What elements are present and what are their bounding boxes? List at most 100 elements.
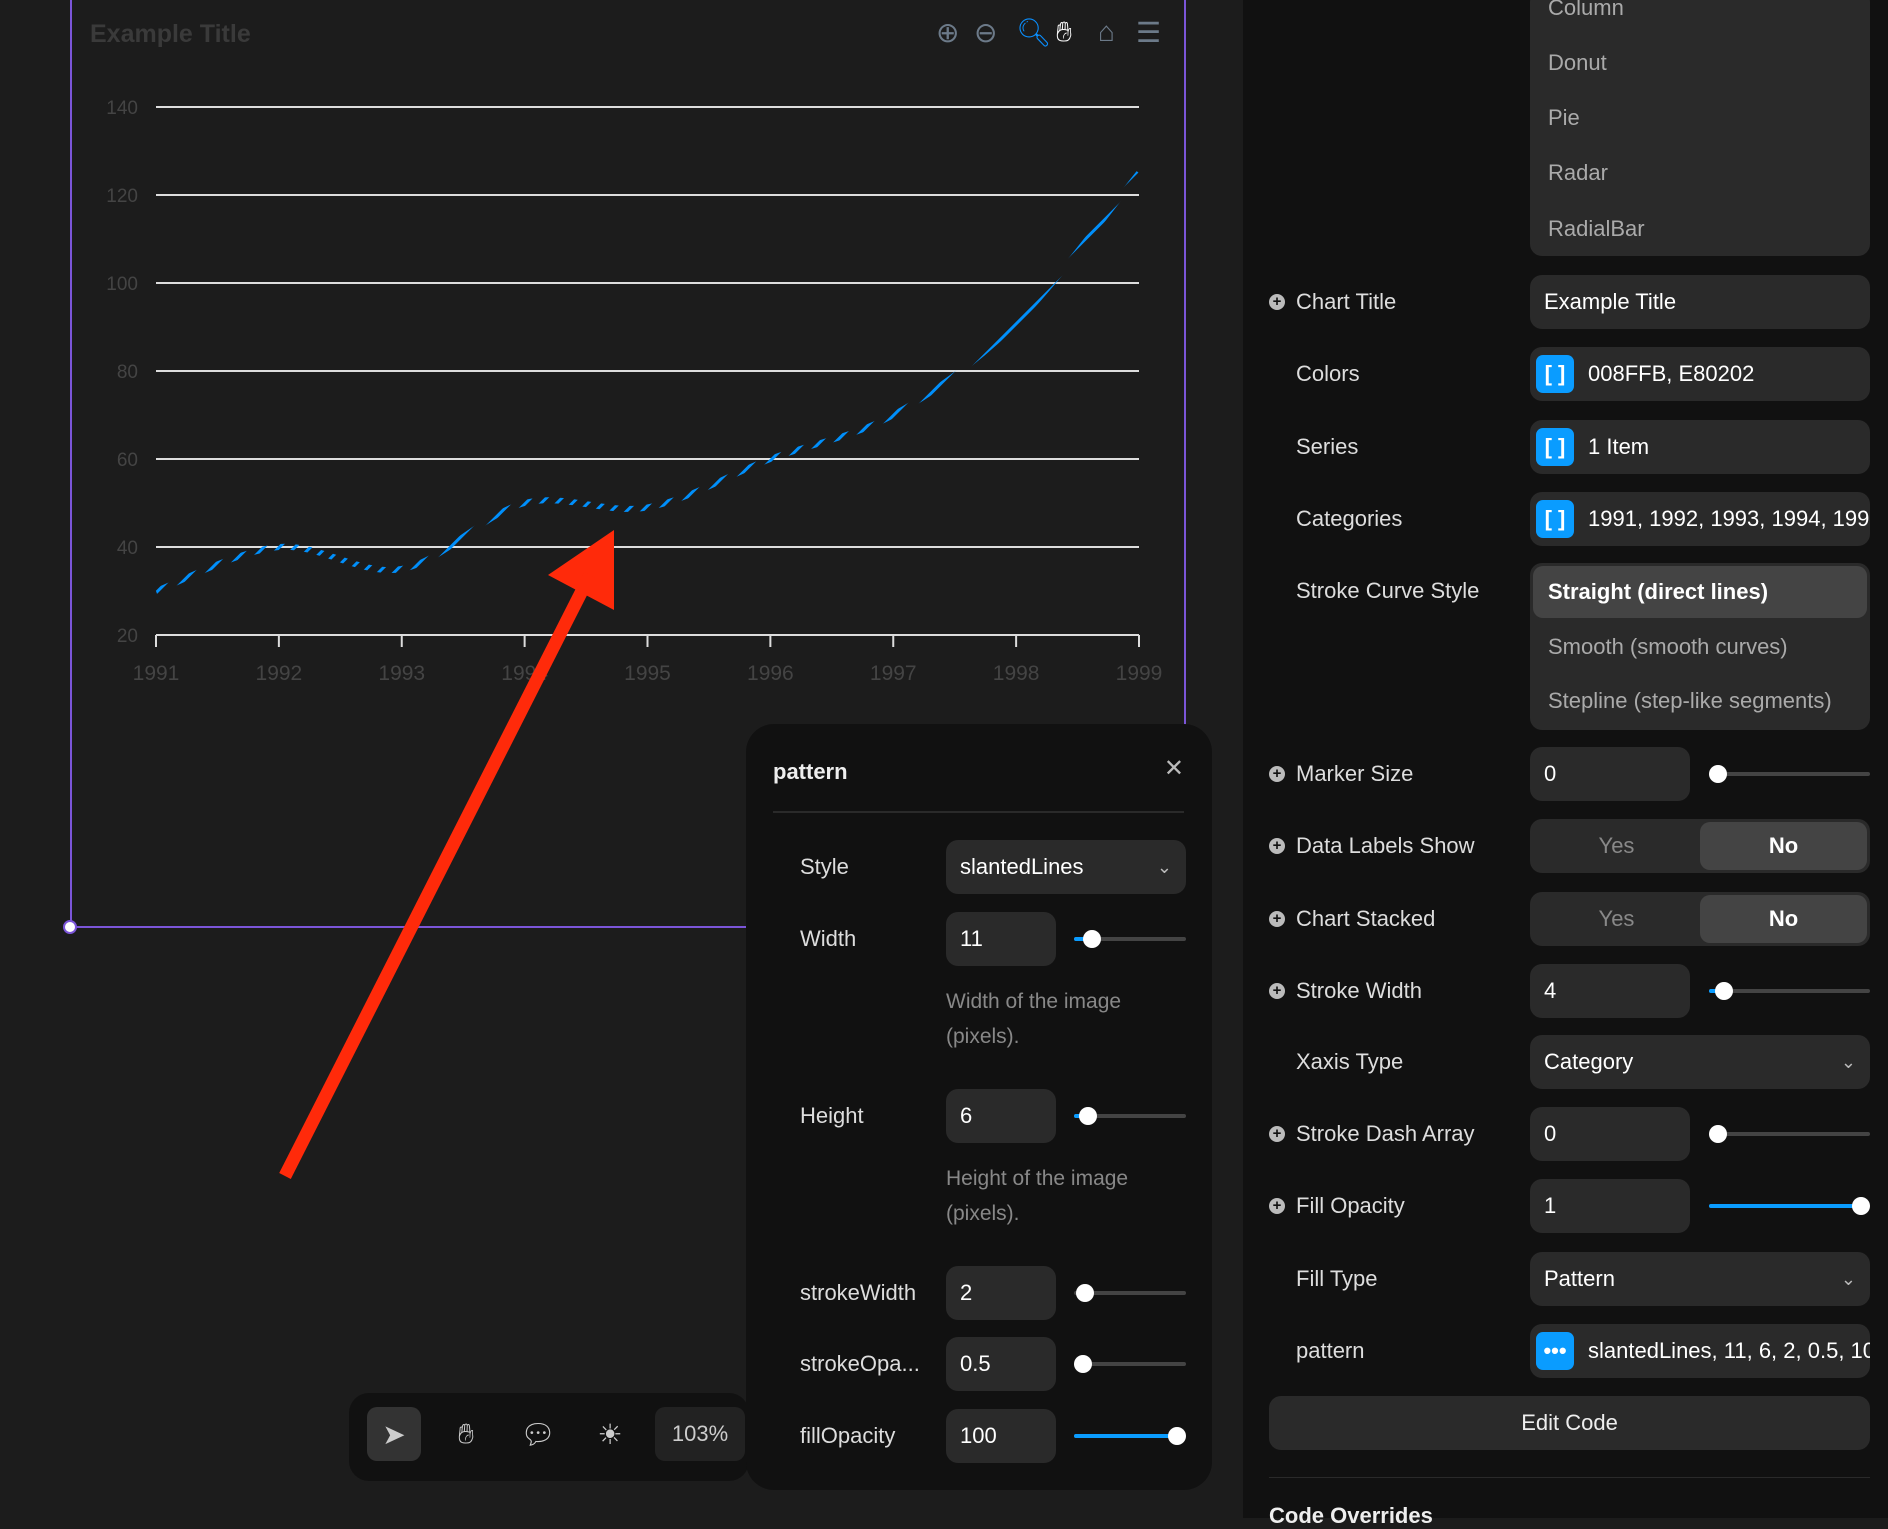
fill-opacity-slider[interactable] xyxy=(1709,1197,1870,1215)
close-icon[interactable]: ✕ xyxy=(1163,755,1184,782)
width-help: Width of the image (pixels). xyxy=(946,990,1122,1048)
stroke-curve-label: Stroke Curve Style xyxy=(1296,578,1480,603)
zoom-in-icon[interactable]: ⊕ xyxy=(936,17,960,48)
marker-size-label: Marker Size xyxy=(1296,761,1414,786)
series-value: 1 Item xyxy=(1588,434,1650,459)
colors-field[interactable]: [ ] 008FFB, E80202 xyxy=(1530,347,1870,401)
pattern-field[interactable]: ••• slantedLines, 11, 6, 2, 0.5, 100 xyxy=(1530,1324,1870,1378)
type-option-pie[interactable]: Pie xyxy=(1548,105,1580,130)
width-label: Width xyxy=(800,926,857,951)
home-reset-icon[interactable]: ⌂ xyxy=(1098,16,1115,47)
stroke-width-slider[interactable] xyxy=(1709,982,1870,1000)
plus-icon[interactable]: + xyxy=(1269,1126,1285,1142)
plus-icon[interactable]: + xyxy=(1269,766,1285,782)
fill-opacity-input[interactable]: 100 xyxy=(946,1409,1056,1463)
y-tick-label: 60 xyxy=(117,450,138,471)
no-option[interactable]: No xyxy=(1700,822,1867,870)
chart-frame[interactable] xyxy=(70,0,1186,928)
zoom-level[interactable]: 103% xyxy=(655,1407,745,1461)
categories-value: 1991, 1992, 1993, 1994, 1995 xyxy=(1588,506,1870,531)
stroke-width-slider[interactable] xyxy=(1074,1284,1186,1302)
pattern-popup: pattern ✕ Style slantedLines ⌄ Width 11 W… xyxy=(746,724,1212,1490)
stacked-label: Chart Stacked xyxy=(1296,906,1436,931)
x-tick-label: 1999 xyxy=(1116,662,1163,685)
height-label: Height xyxy=(800,1103,864,1128)
pan-hand-icon[interactable]: ✋︎ xyxy=(1056,16,1072,47)
pattern-label: pattern xyxy=(1296,1338,1365,1363)
sun-icon[interactable]: ☀︎ xyxy=(597,1418,623,1450)
canvas-toolbar: ➤ ✋︎ 💬︎ ☀︎ 103% xyxy=(349,1393,749,1481)
y-tick-label: 120 xyxy=(106,186,138,207)
height-input[interactable]: 6 xyxy=(946,1089,1056,1143)
chart-title-input[interactable]: Example Title xyxy=(1530,275,1870,329)
type-option-radar[interactable]: Radar xyxy=(1548,160,1608,185)
x-tick-label: 1998 xyxy=(993,662,1040,685)
x-tick-label: 1991 xyxy=(133,662,180,685)
categories-field[interactable]: [ ] 1991, 1992, 1993, 1994, 1995 xyxy=(1530,492,1870,546)
plus-icon[interactable]: + xyxy=(1269,911,1285,927)
menu-icon[interactable]: ☰ xyxy=(1136,17,1162,48)
plus-icon[interactable]: + xyxy=(1269,1198,1285,1214)
marker-size-slider[interactable] xyxy=(1709,765,1870,783)
stroke-curve-options: Straight (direct lines) Smooth (smooth c… xyxy=(1530,563,1870,730)
curve-option-smooth[interactable]: Smooth (smooth curves) xyxy=(1548,634,1788,659)
colors-value: 008FFB, E80202 xyxy=(1588,361,1755,386)
fill-type-label: Fill Type xyxy=(1296,1266,1378,1291)
y-tick-label: 140 xyxy=(106,98,138,119)
chart-title: Example Title xyxy=(90,20,251,48)
yes-option[interactable]: Yes xyxy=(1598,906,1635,931)
marker-size-input[interactable]: 0 xyxy=(1530,747,1690,801)
x-tick-label: 1993 xyxy=(378,662,425,685)
stroke-opacity-input[interactable]: 0.5 xyxy=(946,1337,1056,1391)
plus-icon[interactable]: + xyxy=(1269,838,1285,854)
dash-slider[interactable] xyxy=(1709,1125,1870,1143)
red-arrow-head xyxy=(548,530,614,610)
resize-handle[interactable] xyxy=(63,920,77,934)
width-slider[interactable] xyxy=(1074,930,1186,948)
dash-input[interactable]: 0 xyxy=(1530,1107,1690,1161)
style-select[interactable]: slantedLines ⌄ xyxy=(946,840,1186,894)
array-icon: [ ] xyxy=(1536,355,1574,393)
stacked-toggle[interactable]: Yes No xyxy=(1530,892,1870,946)
select-arrow-icon[interactable]: ➤ xyxy=(367,1407,421,1461)
xaxis-type-value: Category xyxy=(1544,1049,1634,1074)
dash-label: Stroke Dash Array xyxy=(1296,1121,1475,1146)
comment-icon[interactable]: 💬︎ xyxy=(520,1418,556,1450)
fill-opacity-input[interactable]: 1 xyxy=(1530,1179,1690,1233)
fill-type-select[interactable]: Pattern ⌄ xyxy=(1530,1252,1870,1306)
y-tick-label: 100 xyxy=(106,274,138,295)
width-input[interactable]: 11 xyxy=(946,912,1056,966)
zoom-out-icon[interactable]: ⊖ xyxy=(974,17,998,48)
divider xyxy=(1269,1477,1870,1478)
chevron-down-icon: ⌄ xyxy=(1156,856,1172,877)
fill-opacity-label: fillOpacity xyxy=(800,1423,896,1448)
selection-zoom-icon[interactable]: 🔍︎ xyxy=(1016,17,1052,48)
type-option-radialbar[interactable]: RadialBar xyxy=(1548,216,1645,241)
code-overrides-heading[interactable]: Code Overrides xyxy=(1269,1503,1433,1528)
more-dots-icon: ••• xyxy=(1536,1332,1574,1370)
array-icon: [ ] xyxy=(1536,500,1574,538)
type-option-column[interactable]: Column xyxy=(1548,0,1624,20)
data-labels-toggle[interactable]: Yes No xyxy=(1530,819,1870,873)
style-value: slantedLines xyxy=(960,854,1084,879)
xaxis-type-label: Xaxis Type xyxy=(1296,1049,1404,1074)
plus-icon[interactable]: + xyxy=(1269,294,1285,310)
fill-opacity-slider[interactable] xyxy=(1074,1427,1186,1445)
no-option[interactable]: No xyxy=(1700,895,1867,943)
stroke-width-input[interactable]: 2 xyxy=(946,1266,1056,1320)
x-tick-label: 1996 xyxy=(747,662,794,685)
y-tick-label: 80 xyxy=(117,362,138,383)
stroke-opacity-slider[interactable] xyxy=(1074,1355,1186,1373)
edit-code-button[interactable]: Edit Code xyxy=(1269,1396,1870,1450)
curve-option-straight[interactable]: Straight (direct lines) xyxy=(1548,579,1769,604)
stroke-width-input[interactable]: 4 xyxy=(1530,964,1690,1018)
type-option-donut[interactable]: Donut xyxy=(1548,50,1607,75)
x-tick-label: 1997 xyxy=(870,662,917,685)
height-slider[interactable] xyxy=(1074,1107,1186,1125)
yes-option[interactable]: Yes xyxy=(1598,833,1635,858)
series-field[interactable]: [ ] 1 Item xyxy=(1530,420,1870,474)
hand-icon[interactable]: ✋︎ xyxy=(458,1417,474,1449)
plus-icon[interactable]: + xyxy=(1269,983,1285,999)
curve-option-stepline[interactable]: Stepline (step-like segments) xyxy=(1548,688,1832,713)
xaxis-type-select[interactable]: Category ⌄ xyxy=(1530,1035,1870,1089)
